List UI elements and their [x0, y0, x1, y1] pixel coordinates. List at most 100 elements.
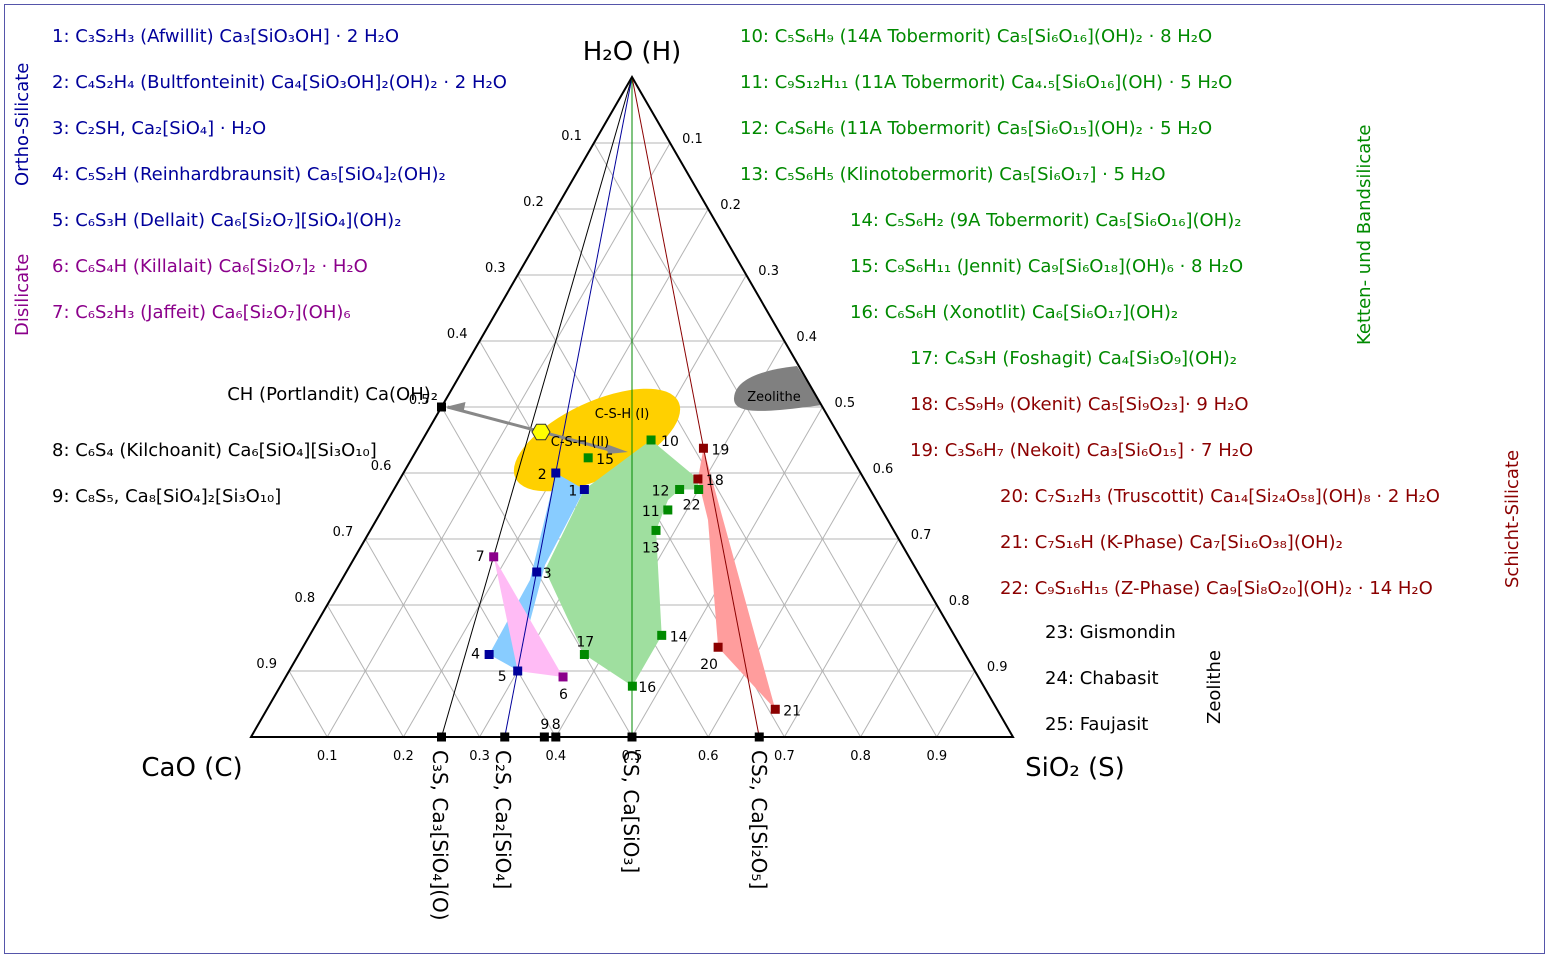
tick-label-bottom: 0.1 [317, 749, 338, 764]
marker-label-10: 10 [661, 434, 679, 450]
region-label-csh1: C-S-H (I) [595, 407, 650, 422]
legend-item: 5: C₆S₃H (Dellait) Ca₆[Si₂O₇][SiO₄](OH)₂ [52, 210, 401, 231]
base-marker-label-8: 8 [552, 717, 561, 733]
legend-item: 11: C₉S₁₂H₁₁ (11A Tobermorit) Ca₄.₅[Si₆O… [740, 72, 1232, 93]
legend-item: 8: C₆S₄ (Kilchoanit) Ca₆[SiO₄][Si₃O₁₀] [52, 440, 377, 461]
phase-regions [489, 366, 822, 710]
marker-18 [693, 474, 703, 484]
marker-label-1: 1 [568, 484, 577, 500]
arrow-head-left [445, 402, 466, 412]
legend-item: 9: C₈S₅, Ca₈[SiO₄]₂[Si₃O₁₀] [52, 486, 281, 507]
marker-1 [579, 485, 589, 494]
legend-item: 10: C₅S₆H₉ (14A Tobermorit) Ca₅[Si₆O₁₆](… [740, 26, 1212, 47]
base-marker-C3S [437, 732, 446, 742]
marker-20 [713, 642, 723, 652]
legend-item: 25: Faujasit [1045, 714, 1148, 735]
tick-label-left: 0.5 [409, 393, 430, 408]
legend-item: 17: C₄S₃H (Foshagit) Ca₄[Si₃O₉](OH)₂ [910, 348, 1237, 369]
marker-10 [646, 435, 656, 445]
sheet-region [697, 448, 776, 710]
legend-item: 21: C₇S₁₆H (K-Phase) Ca₇[Si₁₆O₃₈](OH)₂ [1000, 532, 1343, 553]
legend-item: 22: C₉S₁₆H₁₅ (Z-Phase) Ca₉[Si₈O₂₀](OH)₂ … [1000, 578, 1433, 599]
portlandit-arrow [447, 405, 611, 452]
marker-label-5: 5 [498, 669, 507, 685]
marker-22 [694, 485, 704, 494]
base-label-c2s: C₂S, Ca₂[SiO₄] [491, 750, 515, 889]
group-label-chain: Ketten- und Bandsilicate [1354, 125, 1375, 345]
base-marker-8 [551, 732, 561, 742]
marker-label-3: 3 [543, 566, 552, 582]
tick-label-left: 0.1 [561, 129, 582, 144]
base-label-cs: CS, Ca[SiO₃] [619, 750, 643, 873]
legend-item: 19: C₃S₆H₇ (Nekoit) Ca₃[Si₆O₁₅] · 7 H₂O [910, 440, 1253, 461]
tick-label-left: 0.9 [256, 657, 277, 672]
axis-label-left: CaO (C) [141, 753, 242, 783]
marker-19 [698, 443, 708, 453]
tick-label-bottom: 0.4 [545, 749, 566, 764]
base-label-c3s: C₃S, Ca₃[SiO₄](O) [428, 750, 452, 921]
tick-label-left: 0.8 [295, 591, 316, 606]
axis-label-top: H₂O (H) [583, 37, 682, 67]
tick-label-right: 0.5 [835, 396, 856, 411]
region-label-csh2: C-S-H (II) [551, 435, 609, 450]
join-lines [441, 76, 760, 738]
marker-label-11: 11 [642, 504, 660, 520]
tick-label-left: 0.4 [447, 327, 468, 342]
legend-item: 14: C₅S₆H₂ (9A Tobermorit) Ca₅[Si₆O₁₆](O… [850, 210, 1241, 231]
grid-line [783, 538, 900, 738]
tick-labels: 0.1 0.1 0.9 0.2 0.2 0.8 0.3 0.3 0.7 0.4 0.4 0.6 0.5 0… [256, 129, 1007, 764]
marker-2 [551, 468, 561, 478]
base-label-cs2: CS₂, Ca[Si₂O₅] [747, 750, 771, 889]
region-label-zeolithe: Zeolithe [747, 390, 800, 405]
marker-label-4: 4 [471, 647, 480, 663]
marker-label-6: 6 [559, 687, 568, 703]
base-marker-CS2 [754, 732, 764, 742]
marker-13 [651, 525, 661, 535]
marker-label-21: 21 [783, 703, 801, 719]
marker-label-2: 2 [538, 467, 547, 483]
legend-item: 20: C₇S₁₂H₃ (Truscottit) Ca₁₄[Si₂₄O₅₈](O… [1000, 486, 1440, 507]
csh-region [513, 388, 681, 492]
tick-label-right: 0.6 [873, 462, 894, 477]
grid-line [593, 142, 938, 738]
tick-label-right: 0.9 [987, 660, 1008, 675]
legend-item: 18: C₅S₉H₉ (Okenit) Ca₅[Si₉O₂₃]· 9 H₂O [910, 394, 1248, 415]
marker-label-12: 12 [652, 484, 670, 500]
marker-7 [489, 552, 499, 562]
marker-label-17: 17 [576, 635, 594, 651]
legend-item: 13: C₅S₆H₅ (Klinotobermorit) Ca₅[Si₆O₁₇]… [740, 164, 1166, 185]
tick-label-left: 0.3 [485, 261, 506, 276]
hexagon-marker [531, 423, 551, 441]
tick-label-bottom: 0.5 [622, 749, 643, 764]
base-marker-C2S [500, 732, 510, 742]
tick-label-right: 0.7 [911, 528, 932, 543]
base-marker-9 [539, 732, 549, 742]
legend-item: 23: Gismondin [1045, 622, 1176, 643]
tick-label-right: 0.3 [758, 264, 779, 279]
marker-5 [513, 666, 523, 676]
tick-label-left: 0.6 [371, 459, 392, 474]
group-label-ortho: Ortho-Silicate [12, 63, 33, 186]
marker-14 [657, 630, 667, 640]
marker-label-7: 7 [476, 549, 485, 565]
group-label-sheet: Schicht-Silicate [1502, 450, 1523, 588]
tick-label-right: 0.8 [949, 594, 970, 609]
grid-line [326, 142, 671, 738]
base-marker-CS [627, 732, 637, 742]
legend-item: 1: C₃S₂H₃ (Afwillit) Ca₃[SiO₃OH] · 2 H₂O [52, 26, 399, 47]
marker-6 [558, 672, 568, 682]
axis-label-right: SiO₂ (S) [1025, 753, 1125, 783]
tick-label-bottom: 0.3 [469, 749, 490, 764]
legend: 1: C₃S₂H₃ (Afwillit) Ca₃[SiO₃OH] · 2 H₂O… [52, 26, 1440, 735]
join-line [631, 76, 760, 738]
marker-label-16: 16 [638, 680, 656, 696]
tick-label-left: 0.7 [333, 525, 354, 540]
tick-label-right: 0.4 [796, 330, 817, 345]
marker-4 [484, 650, 494, 659]
tick-label-right: 0.1 [682, 132, 703, 147]
legend-item: 24: Chabasit [1045, 668, 1159, 689]
tick-label-right: 0.2 [720, 198, 741, 213]
marker-label-20: 20 [700, 657, 718, 673]
